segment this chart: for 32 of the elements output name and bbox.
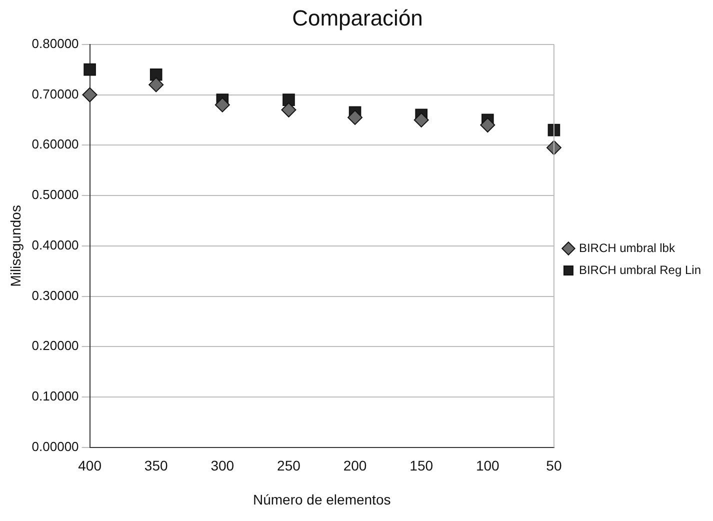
y-axis-title: Milisegundos <box>7 205 24 287</box>
point <box>282 94 295 106</box>
point <box>281 102 296 118</box>
y-tick-label: 0.60000 <box>32 136 79 152</box>
x-tick-label: 200 <box>343 458 367 474</box>
y-tick-label: 0.10000 <box>32 388 79 404</box>
y-tick-label: 0.80000 <box>32 36 79 51</box>
point <box>150 68 162 81</box>
y-tick-label: 0.40000 <box>32 237 79 252</box>
chart-title: Comparación <box>292 5 423 30</box>
x-tick-label: 100 <box>476 458 500 474</box>
point <box>414 112 429 128</box>
legend-label: BIRCH umbral lbk <box>578 240 676 255</box>
x-tick-label: 300 <box>210 458 234 474</box>
x-tick-label: 250 <box>277 458 301 474</box>
x-axis-title: Número de elementos <box>253 491 391 508</box>
y-tick-label: 0.30000 <box>32 288 79 303</box>
legend-label: BIRCH umbral Reg Lin <box>578 262 701 277</box>
point <box>214 97 230 112</box>
point <box>84 63 96 76</box>
point <box>480 118 496 132</box>
x-tick-label: 350 <box>144 458 168 474</box>
y-tick-label: 0.20000 <box>32 338 79 354</box>
x-tick-label: 50 <box>546 458 562 474</box>
point <box>148 77 164 92</box>
y-tick-label: 0.50000 <box>32 187 79 202</box>
y-tick-label: 0.70000 <box>32 86 79 102</box>
y-tick-label: 0.00000 <box>32 438 79 454</box>
x-tick-label: 400 <box>78 458 102 474</box>
point <box>348 110 363 125</box>
point <box>82 87 98 102</box>
x-tick-label: 150 <box>410 458 434 474</box>
